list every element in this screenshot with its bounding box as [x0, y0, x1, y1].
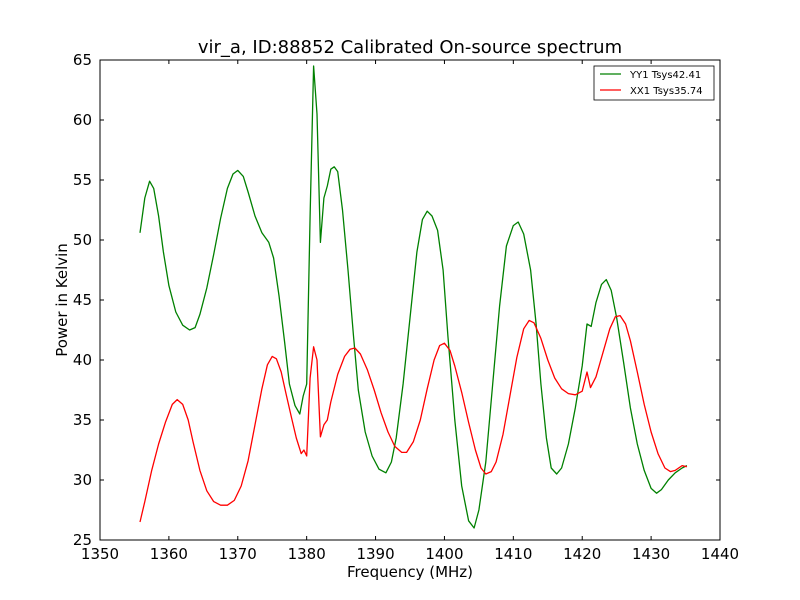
legend-box: [593, 65, 715, 101]
x-axis-label: Frequency (MHz): [347, 563, 473, 581]
x-tick-label: 1390: [356, 545, 394, 563]
x-tick-label: 1430: [632, 545, 670, 563]
legend-label-xx1: XX1 Tsys35.74: [630, 86, 703, 97]
y-tick-label: 45: [73, 291, 92, 309]
y-tick-label: 30: [73, 471, 92, 489]
x-tick-label: 1410: [494, 545, 532, 563]
x-tick-label: 1380: [288, 545, 326, 563]
y-tick-label: 65: [73, 51, 92, 69]
x-tick-label: 1350: [81, 545, 119, 563]
y-tick-label: 55: [73, 171, 92, 189]
y-tick-label: 35: [73, 411, 92, 429]
series-layer: [139, 65, 688, 529]
series-line-yy1: [139, 65, 688, 529]
y-axis-label: Power in Kelvin: [53, 243, 71, 357]
x-tick-label: 1420: [563, 545, 601, 563]
y-tick-label: 50: [73, 231, 92, 249]
plot-area: 1350 1360 1370 1380 1390 1400 1410 1420 1430 1440…: [73, 51, 739, 563]
legend-label-yy1: YY1 Tsys42.41: [629, 70, 701, 81]
x-tick-label: 1360: [150, 545, 188, 563]
x-tick-label: 1370: [219, 545, 257, 563]
ticks-layer: 1350 1360 1370 1380 1390 1400 1410 1420 1430 1440…: [73, 51, 739, 563]
y-tick-label: 25: [73, 531, 92, 549]
legend: YY1 Tsys42.41 XX1 Tsys35.74: [593, 65, 715, 101]
series-line-xx1: [139, 314, 688, 523]
chart-title: vir_a, ID:88852 Calibrated On-source spe…: [198, 37, 622, 58]
x-tick-label: 1440: [701, 545, 739, 563]
y-tick-label: 60: [73, 111, 92, 129]
y-tick-label: 40: [73, 351, 92, 369]
x-tick-label: 1400: [425, 545, 463, 563]
plot-frame: [99, 59, 721, 541]
